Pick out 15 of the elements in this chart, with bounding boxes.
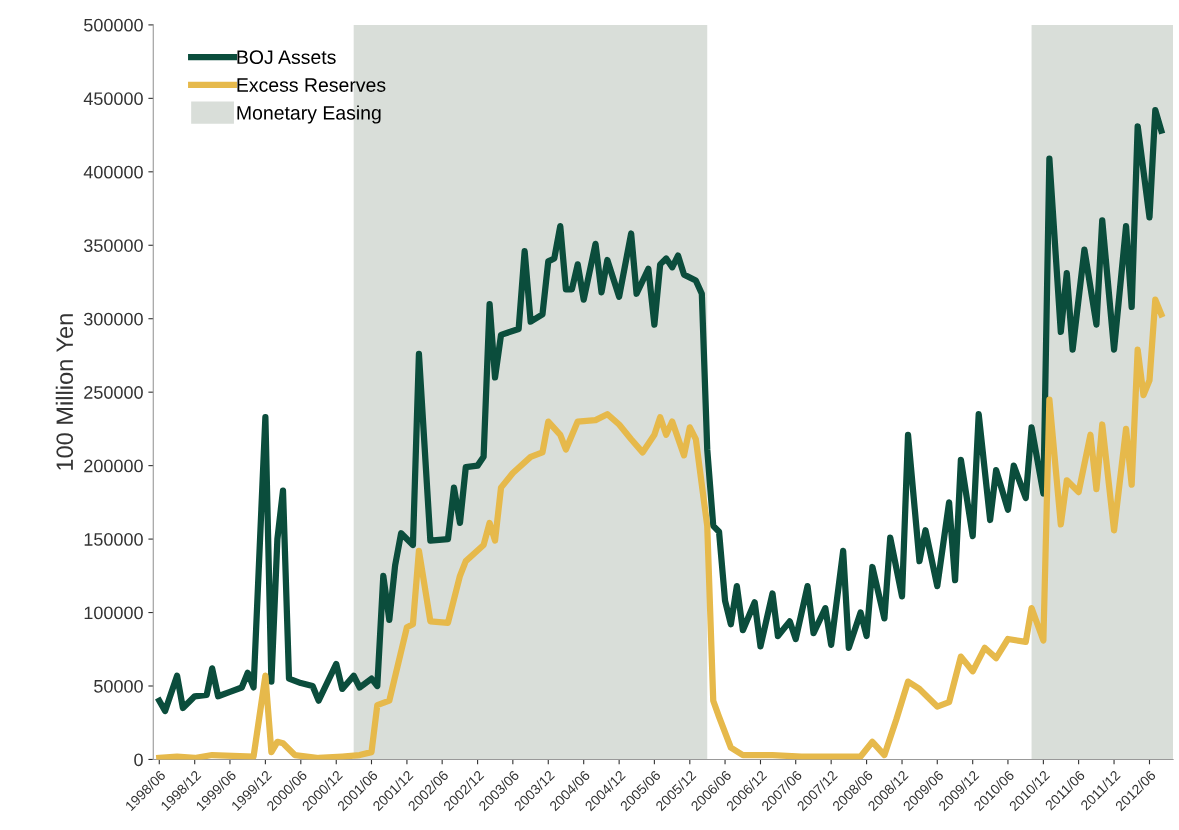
legend-label: BOJ Assets: [237, 50, 336, 65]
y-tick-label: 350000: [83, 239, 143, 252]
y-tick-label: 150000: [84, 533, 143, 546]
y-tick-label: 50000: [94, 679, 143, 693]
y-tick-label: 400000: [83, 165, 143, 179]
y-tick-label: 250000: [84, 386, 143, 399]
y-axis-title: 100 Million Yen: [55, 314, 74, 470]
y-tick-label: 500000: [84, 18, 143, 32]
y-tick-label: 450000: [83, 92, 143, 106]
y-tick-label: 200000: [84, 459, 143, 473]
y-tick-label: 100000: [84, 606, 143, 620]
band-label: Monetary Easing: [237, 105, 381, 124]
y-tick-label: 0: [134, 753, 143, 767]
legend-label: Excess Reserves: [237, 78, 386, 92]
y-tick-label: 300000: [83, 312, 143, 326]
